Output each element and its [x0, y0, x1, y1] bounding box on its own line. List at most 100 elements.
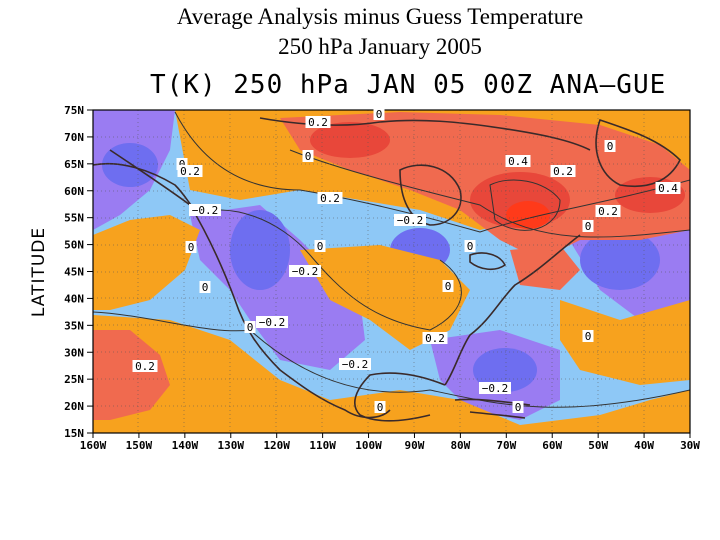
contour-zero-south [93, 311, 690, 408]
plot-title: T(K) 250 hPa JAN 05 00Z ANA–GUE [150, 70, 667, 100]
contour-lines [93, 111, 690, 408]
contour-label: 0.2 [598, 205, 618, 218]
contour-label-bg [464, 240, 476, 252]
contour-label: 0.2 [425, 332, 445, 345]
contour-label: 0 [188, 241, 195, 254]
contour-label: 0.2 [553, 165, 573, 178]
lat-tick-label: 55N [64, 212, 84, 225]
lat-tick-label: 75N [64, 104, 84, 117]
contour-label-bg [442, 280, 454, 292]
contour-label-bg [314, 240, 326, 252]
contour-label-bg [289, 265, 321, 277]
field-warm-midwest [300, 245, 470, 350]
field-strong-cold-2 [230, 210, 290, 290]
contour-label: 0 [377, 401, 384, 414]
field-hottest-core [506, 201, 550, 229]
lat-tick-label: 65N [64, 158, 84, 171]
contour-label: 0 [179, 158, 186, 171]
field-very-hot-3 [310, 122, 390, 158]
contour-label-bg [302, 150, 314, 162]
lat-tick-label: 30N [64, 346, 84, 359]
lon-tick-label: 40W [634, 439, 654, 452]
lon-tick-label: 70W [496, 439, 516, 452]
contour-label: −0.2 [259, 316, 286, 329]
lat-tick-label: 70N [64, 131, 84, 144]
contour-label: 0 [202, 281, 209, 294]
longitude-axis: 160W 150W 140W 130W 120W 110W 100W 90W 80W 70W 60W… [80, 433, 700, 452]
contour-label: 0 [445, 280, 452, 293]
coast-great-lakes [469, 252, 507, 271]
y-axis-title: LATITUDE [29, 227, 49, 317]
lon-tick-label: 140W [172, 439, 199, 452]
slide-title-line2: 250 hPa January 2005 [278, 34, 482, 59]
contour-label: 0 [515, 401, 522, 414]
contour-label-bg [479, 382, 511, 394]
contour-label-bg [176, 158, 188, 170]
lat-tick-label: 20N [64, 400, 84, 413]
contour-label-bg [582, 220, 594, 232]
lon-tick-label: 120W [263, 439, 290, 452]
coast-hudson [399, 164, 462, 226]
contour-label-bg [550, 165, 576, 177]
contour-label: 0.2 [320, 192, 340, 205]
field-warm-east [560, 300, 690, 385]
contour-label-bg [394, 214, 426, 226]
coast-atlantic [444, 234, 581, 386]
contour-label: 0 [607, 140, 614, 153]
field-hot-southwest [93, 330, 170, 420]
field-hot-east [510, 245, 580, 290]
lon-tick-label: 50W [588, 439, 608, 452]
contour-label: 0.2 [135, 360, 155, 373]
field-warm-south [93, 315, 690, 433]
contour-04 [489, 179, 561, 231]
contour-label-bg [505, 155, 531, 167]
contour-label-bg [317, 192, 343, 204]
contour-label: 0 [585, 220, 592, 233]
field-strong-cold-5 [580, 230, 660, 290]
contour-label: 0.2 [180, 165, 200, 178]
contour-labels: 00.200.200.20.40.20.40.20−0.20−0.200−0.2… [132, 108, 681, 414]
contour-label-bg [256, 316, 288, 328]
lon-tick-label: 130W [218, 439, 245, 452]
coast-alaska [93, 162, 196, 211]
contour-label-bg [422, 332, 448, 344]
contour-label-bg [132, 360, 158, 372]
contour-label-bg [244, 321, 256, 333]
lon-tick-label: 80W [450, 439, 470, 452]
contour-label-bg [339, 358, 371, 370]
color-field [93, 110, 690, 433]
contour-label-bg [199, 281, 211, 293]
latitude-axis: 75N 70N 65N 60N 55N 50N 45N 40N 35N 30N 25N 20N 15N [64, 104, 93, 440]
lon-tick-label: 110W [309, 439, 336, 452]
lon-tick-label: 150W [126, 439, 153, 452]
contour-label-bg [305, 116, 331, 128]
coast-greenland [595, 118, 681, 187]
lat-tick-label: 25N [64, 373, 84, 386]
contour-label: −0.2 [192, 204, 219, 217]
contour-label: −0.2 [292, 265, 319, 278]
contour-label-bg [374, 401, 386, 413]
lat-tick-label: 50N [64, 239, 84, 252]
lon-tick-label: 90W [405, 439, 425, 452]
contour-label: 0 [317, 240, 324, 253]
contour-label-bg [604, 140, 616, 152]
contour-label: 0.2 [308, 116, 328, 129]
contour-label-bg [177, 165, 203, 177]
slide-title: Average Analysis minus Guess Temperature… [0, 2, 720, 62]
lon-tick-label: 100W [355, 439, 382, 452]
contour-label: 0 [305, 150, 312, 163]
lat-tick-label: 35N [64, 319, 84, 332]
lat-tick-label: 60N [64, 185, 84, 198]
contour-02-north [289, 149, 690, 238]
lat-tick-label: 40N [64, 292, 84, 305]
coast-gulf [354, 372, 446, 422]
slide-title-line1: Average Analysis minus Guess Temperature [176, 4, 584, 29]
lon-tick-label: 60W [542, 439, 562, 452]
contour-label: 0 [467, 240, 474, 253]
contour-label-bg [655, 182, 681, 194]
lon-tick-label: 160W [80, 439, 107, 452]
contour-zero-north [174, 111, 690, 233]
contour-label: 0 [585, 330, 592, 343]
field-warm-northwest [93, 215, 200, 310]
